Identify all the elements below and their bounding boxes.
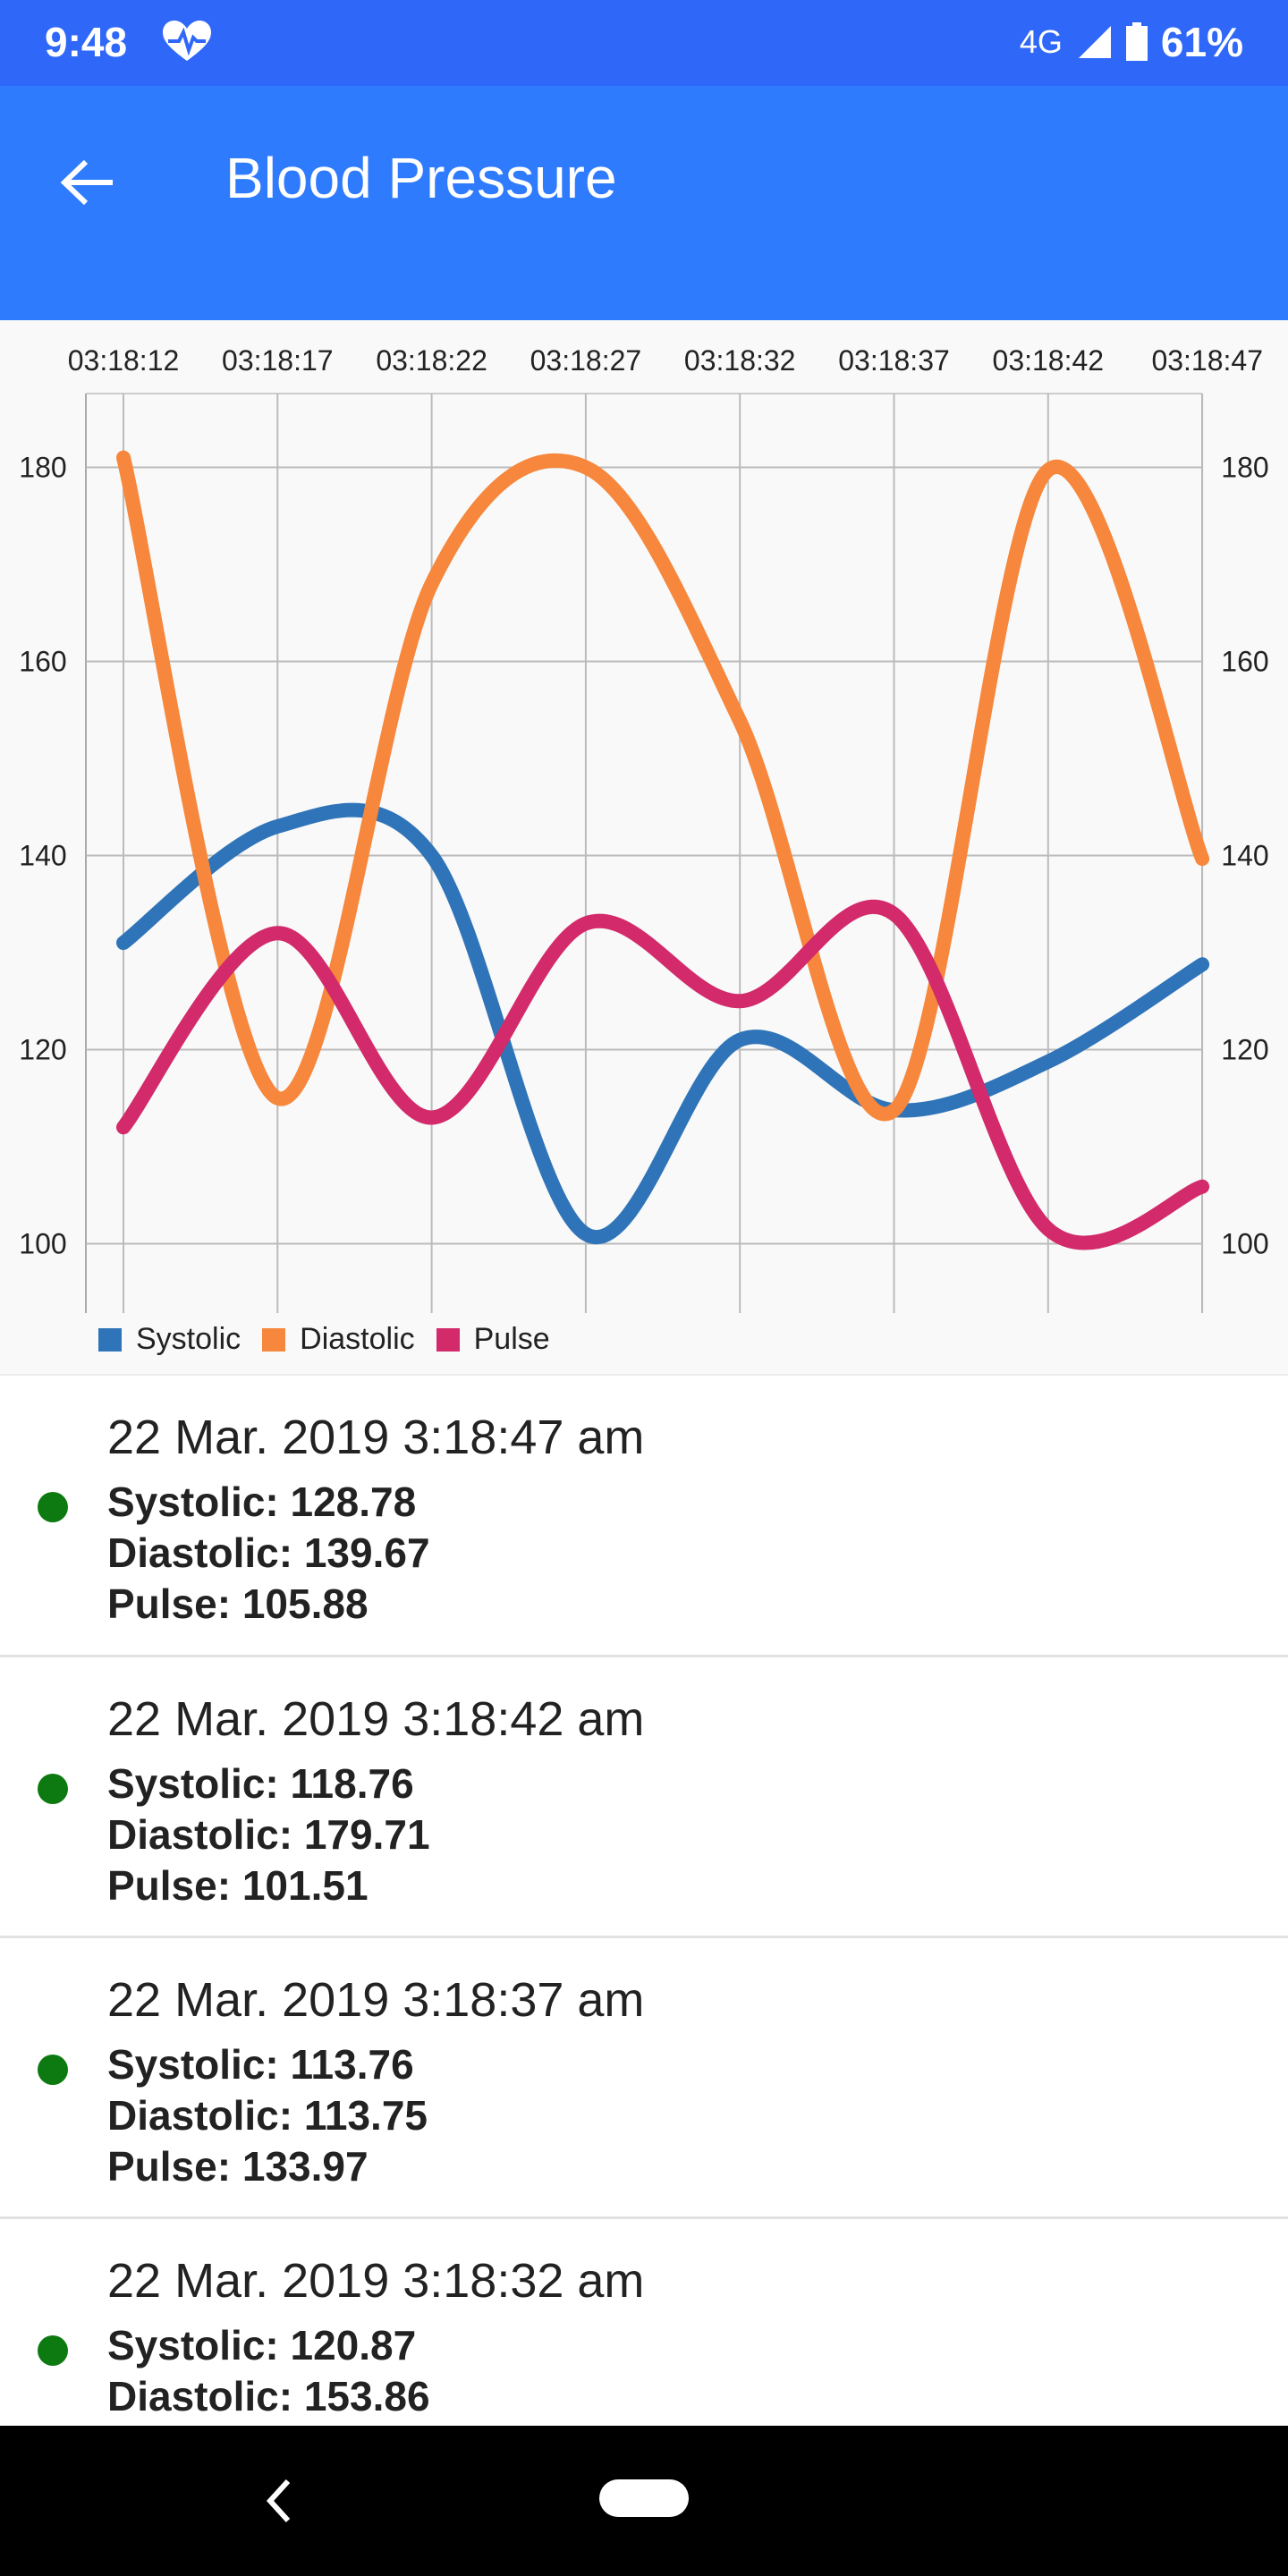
legend-item-pulse: Pulse bbox=[436, 1322, 550, 1357]
chart-area: 03:18:12 03:18:17 03:18:22 03:18:27 03:18:32… bbox=[0, 320, 1288, 1374]
navigation-bar bbox=[0, 2426, 1288, 2576]
reading-diastolic: Diastolic: 139.67 bbox=[107, 1530, 430, 1576]
y-tick-label-right: 120 bbox=[1221, 1034, 1268, 1066]
heart-pulse-icon bbox=[163, 21, 211, 61]
list-item[interactable]: 22 Mar. 2019 3:18:47 am Systolic: 128.78… bbox=[0, 1374, 1288, 1655]
reading-pulse: Pulse: 101.51 bbox=[107, 1862, 369, 1909]
y-tick-label-right: 100 bbox=[1221, 1228, 1268, 1260]
arrow-left-icon bbox=[60, 159, 113, 206]
legend-swatch-pulse bbox=[436, 1327, 460, 1352]
y-tick-label-left: 180 bbox=[19, 452, 66, 484]
series-line-systolic bbox=[116, 802, 1210, 1244]
status-dot bbox=[38, 1492, 68, 1522]
reading-diastolic: Diastolic: 113.75 bbox=[107, 2092, 428, 2139]
x-tick-label: 03:18:27 bbox=[530, 344, 642, 377]
x-tick-label: 03:18:17 bbox=[222, 344, 334, 377]
list-item[interactable]: 22 Mar. 2019 3:18:32 am Systolic: 120.87… bbox=[0, 2216, 1288, 2426]
page-title: Blood Pressure bbox=[225, 146, 617, 210]
reading-diastolic: Diastolic: 179.71 bbox=[107, 1811, 430, 1858]
back-button[interactable] bbox=[45, 140, 131, 225]
series-line-pulse bbox=[116, 899, 1210, 1250]
y-tick-label-left: 120 bbox=[19, 1034, 66, 1066]
legend-swatch-systolic bbox=[98, 1327, 122, 1352]
status-dot bbox=[38, 2335, 68, 2366]
list-item[interactable]: 22 Mar. 2019 3:18:37 am Systolic: 113.76… bbox=[0, 1936, 1288, 2216]
reading-systolic: Systolic: 120.87 bbox=[107, 2322, 417, 2368]
x-tick-label: 03:18:22 bbox=[376, 344, 487, 377]
y-tick-label-right: 160 bbox=[1221, 646, 1268, 678]
nav-back-icon[interactable] bbox=[261, 2476, 297, 2526]
reading-time: 22 Mar. 2019 3:18:37 am bbox=[107, 1973, 645, 2027]
reading-pulse: Pulse: 133.97 bbox=[107, 2143, 369, 2190]
reading-time: 22 Mar. 2019 3:18:32 am bbox=[107, 2254, 645, 2308]
series-line-diastolic bbox=[116, 450, 1210, 1122]
reading-time: 22 Mar. 2019 3:18:42 am bbox=[107, 1692, 645, 1746]
status-dot bbox=[38, 2055, 68, 2085]
blood-pressure-chart: 03:18:12 03:18:17 03:18:22 03:18:27 03:18:32… bbox=[19, 344, 1269, 1313]
x-tick-label: 03:18:12 bbox=[68, 344, 180, 377]
legend-item-systolic: Systolic bbox=[98, 1322, 241, 1357]
reading-pulse: Pulse: 105.88 bbox=[107, 1580, 369, 1627]
x-tick-label: 03:18:42 bbox=[993, 344, 1105, 377]
legend-swatch-diastolic bbox=[262, 1327, 286, 1352]
y-tick-label-right: 180 bbox=[1221, 452, 1268, 484]
status-dot bbox=[38, 1774, 68, 1804]
legend-label-pulse: Pulse bbox=[473, 1322, 550, 1356]
x-tick-label: 03:18:32 bbox=[684, 344, 796, 377]
network-type: 4G bbox=[1019, 23, 1063, 60]
readings-list[interactable]: 22 Mar. 2019 3:18:47 am Systolic: 128.78… bbox=[0, 1374, 1288, 2426]
battery-percent: 61% bbox=[1160, 19, 1243, 65]
x-tick-label: 03:18:47 bbox=[1151, 344, 1263, 377]
y-tick-label-left: 160 bbox=[19, 646, 66, 678]
status-right: 4G 61% bbox=[1020, 18, 1243, 66]
y-tick-label-left: 100 bbox=[19, 1228, 66, 1260]
nav-home-icon[interactable] bbox=[599, 2479, 689, 2517]
reading-diastolic: Diastolic: 153.86 bbox=[107, 2373, 430, 2419]
reading-time: 22 Mar. 2019 3:18:47 am bbox=[107, 1411, 645, 1464]
reading-systolic: Systolic: 118.76 bbox=[107, 1760, 414, 1807]
reading-systolic: Systolic: 128.78 bbox=[107, 1479, 417, 1525]
status-bar: 9:48 4G 61% bbox=[0, 0, 1288, 86]
app-bar: Blood Pressure bbox=[0, 86, 1288, 320]
status-time: 9:48 bbox=[45, 19, 128, 65]
legend-label-systolic: Systolic bbox=[136, 1322, 242, 1356]
legend-label-diastolic: Diastolic bbox=[300, 1322, 415, 1356]
chart-legend: Systolic Diastolic Pulse bbox=[98, 1322, 550, 1357]
reading-systolic: Systolic: 113.76 bbox=[107, 2041, 414, 2088]
y-tick-label-right: 140 bbox=[1221, 840, 1268, 872]
list-item[interactable]: 22 Mar. 2019 3:18:42 am Systolic: 118.76… bbox=[0, 1655, 1288, 1936]
x-tick-label: 03:18:37 bbox=[838, 344, 950, 377]
battery-icon bbox=[1125, 22, 1148, 61]
signal-icon bbox=[1078, 26, 1111, 58]
y-tick-label-left: 140 bbox=[19, 840, 66, 872]
legend-item-diastolic: Diastolic bbox=[262, 1322, 415, 1357]
